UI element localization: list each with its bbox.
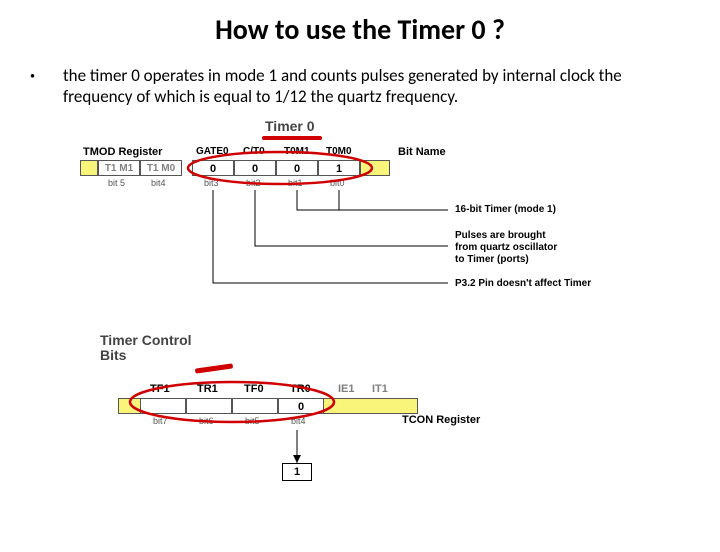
bitname-label: Bit Name	[398, 146, 446, 158]
tmod-left-yellow	[80, 160, 98, 176]
timer0-heading: Timer 0	[265, 118, 315, 134]
tcb-label: Timer Control Bits	[100, 333, 192, 364]
tmod-b1: bit4	[151, 178, 166, 188]
anno-p32: P3.2 Pin doesn't affect Timer	[455, 278, 591, 290]
red-ellipse-icon	[180, 148, 380, 188]
tcon-n5: IT1	[372, 383, 388, 395]
red-underline-icon	[262, 136, 322, 140]
slide-title: How to use the Timer 0 ?	[0, 12, 720, 47]
anno-mode1: 16-bit Timer (mode 1)	[455, 204, 556, 216]
tmod-b0: bit 5	[108, 178, 125, 188]
bullet-item: • the timer 0 operates in mode 1 and cou…	[30, 65, 690, 108]
tr0-value-box: 1	[282, 463, 312, 481]
tmod-label: TMOD Register	[83, 146, 162, 158]
tcon-label: TCON Register	[402, 414, 480, 426]
tmod-h1: T1 M0	[140, 160, 182, 176]
bullet-dot: •	[30, 65, 35, 108]
tcon-n4: IE1	[338, 383, 355, 395]
anno-pulses: Pulses are brought from quartz oscillato…	[455, 230, 557, 266]
red-ellipse-tcon-icon	[125, 378, 340, 426]
red-mark-tcb	[195, 363, 233, 373]
bullet-text: the timer 0 operates in mode 1 and count…	[63, 65, 690, 108]
diagram: Timer 0 TMOD Register T1 M1 bit 5 T1 M0 …	[0, 108, 720, 528]
tmod-h0: T1 M1	[98, 160, 140, 176]
